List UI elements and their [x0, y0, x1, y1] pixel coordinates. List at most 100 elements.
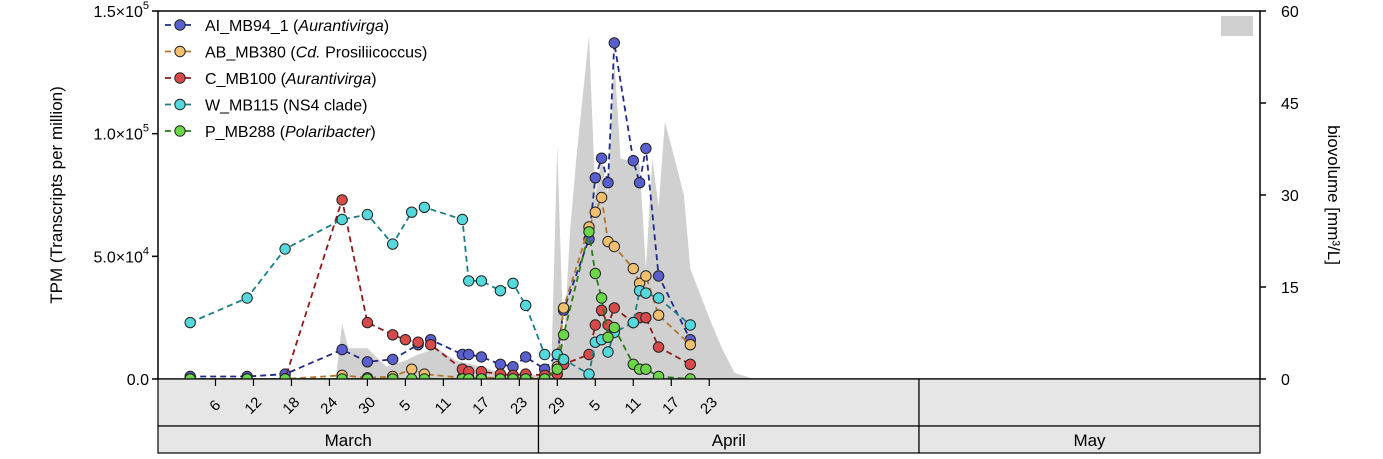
data-point	[652, 292, 665, 304]
data-point	[602, 177, 614, 189]
y2-tick-label: 45	[1281, 96, 1299, 113]
month-band-may	[918, 425, 1261, 454]
data-point	[241, 292, 253, 304]
data-point	[463, 275, 475, 287]
legend-marker	[174, 125, 186, 137]
data-point	[387, 329, 399, 341]
biovolume-area-layer	[183, 35, 754, 379]
data-point	[412, 336, 424, 348]
data-point	[608, 240, 620, 253]
data-point	[475, 275, 488, 287]
legend-entry: W_MB115 (NS4 clade)	[165, 98, 367, 115]
data-point	[652, 341, 665, 353]
data-point	[640, 270, 652, 282]
data-point	[551, 363, 563, 375]
data-point	[595, 304, 608, 316]
data-point	[557, 302, 570, 314]
y-axis-title: TPM (Transcripts per million)	[47, 86, 66, 304]
data-point	[184, 316, 196, 329]
data-point	[361, 356, 374, 368]
data-point	[589, 319, 601, 331]
data-point	[406, 363, 418, 375]
data-point	[684, 319, 696, 331]
data-point	[456, 213, 469, 226]
series-line	[190, 194, 691, 380]
data-point	[583, 368, 595, 380]
data-point	[595, 292, 608, 304]
y-tick-label: 5.0×104	[93, 245, 149, 266]
legend-entry: C_MB100 (Aurantivirga)	[165, 71, 377, 88]
legend-marker	[174, 72, 186, 84]
month-label: April	[712, 431, 746, 450]
data-point	[589, 206, 601, 218]
data-point	[520, 299, 532, 312]
data-point	[608, 302, 620, 314]
biovolume-area	[183, 35, 754, 379]
day-band-may	[918, 378, 1261, 427]
data-point	[399, 334, 412, 346]
data-point	[539, 348, 551, 361]
y-tick-label: 1.5×105	[93, 0, 149, 21]
legend-label: P_MB288 (Polaribacter)	[205, 124, 376, 141]
series-3	[184, 201, 696, 380]
data-point	[387, 238, 399, 250]
legend-label: W_MB115 (NS4 clade)	[205, 98, 367, 115]
legend-label: AI_MB94_1 (Aurantivirga)	[205, 18, 389, 35]
data-point	[602, 346, 614, 358]
data-point	[608, 321, 620, 334]
series-line	[190, 196, 691, 380]
data-point	[602, 331, 614, 343]
data-point	[361, 316, 374, 329]
data-point	[387, 353, 399, 366]
data-point	[583, 226, 595, 238]
data-point	[583, 348, 595, 361]
data-point	[684, 339, 696, 351]
axes-layer: 0.0 5.0×104 1.0×105 1.5×105 0 15 30 45 60 TPM (Tr…	[47, 0, 1343, 389]
month-label: May	[1073, 431, 1106, 450]
series-line	[190, 42, 692, 378]
day-band-march	[157, 378, 540, 427]
month-label: March	[325, 431, 372, 450]
data-point	[627, 316, 639, 329]
data-point	[608, 37, 620, 49]
data-point	[475, 351, 488, 363]
month-band-april	[537, 425, 920, 454]
data-point	[557, 329, 570, 341]
data-point	[520, 351, 532, 363]
data-point	[425, 339, 437, 351]
data-point	[595, 191, 608, 204]
data-point	[640, 363, 652, 375]
data-point	[684, 358, 696, 370]
data-point	[589, 267, 601, 280]
y2-tick-label: 30	[1281, 188, 1299, 205]
y-tick-label: 1.0×105	[93, 123, 149, 144]
y2-axis-title: biovolume [mm³/L]	[1324, 125, 1343, 265]
data-point	[463, 348, 475, 361]
data-point	[336, 343, 348, 356]
data-point	[494, 358, 507, 370]
legend-label: C_MB100 (Aurantivirga)	[205, 71, 377, 88]
y-tick-label: 0.0	[127, 372, 149, 389]
data-point	[640, 312, 652, 324]
legend-entry: AI_MB94_1 (Aurantivirga)	[165, 18, 389, 35]
data-point	[640, 287, 652, 299]
data-point	[589, 172, 601, 184]
y2-tick-label: 0	[1281, 372, 1290, 389]
data-point	[279, 243, 291, 255]
data-point	[361, 208, 374, 221]
data-point	[627, 262, 639, 275]
legend-entry: AB_MB380 (Cd. Prosiliicoccus)	[165, 45, 427, 62]
data-point	[336, 213, 348, 226]
data-point	[494, 285, 507, 297]
legend-marker	[174, 19, 186, 31]
data-point	[595, 152, 608, 164]
y2-tick-label: 15	[1281, 280, 1299, 297]
y2-tick-label: 60	[1281, 4, 1299, 21]
data-point	[627, 155, 639, 167]
data-point	[640, 142, 652, 155]
legend-entry: P_MB288 (Polaribacter)	[165, 124, 376, 141]
legend-marker	[174, 98, 186, 111]
data-point	[406, 206, 418, 218]
